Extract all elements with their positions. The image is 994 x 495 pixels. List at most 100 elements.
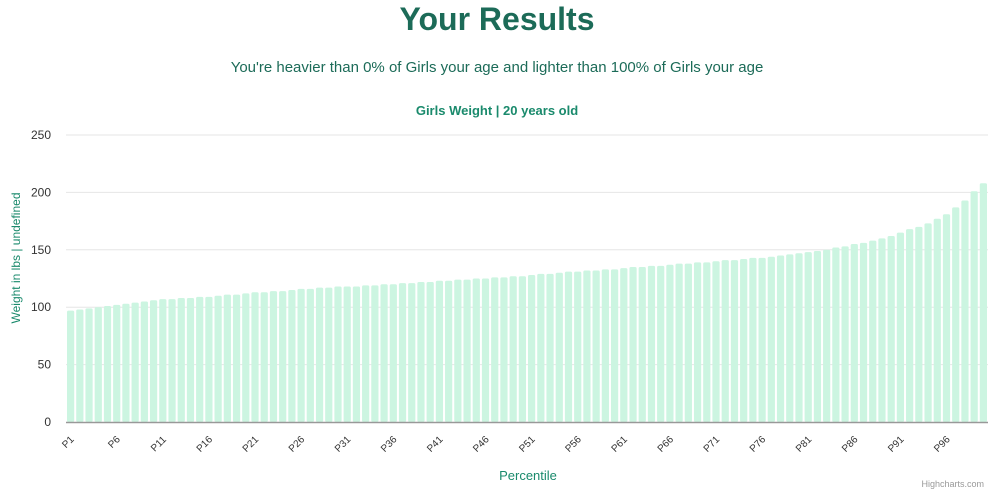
bar-p72[interactable]: [721, 260, 729, 422]
bar-p94[interactable]: [924, 223, 932, 422]
bar-p81[interactable]: [804, 252, 812, 422]
bar-p20[interactable]: [242, 293, 250, 422]
bar-p23[interactable]: [269, 291, 278, 422]
bar-p60[interactable]: [610, 269, 619, 422]
bar-p73[interactable]: [730, 260, 739, 422]
bar-p3[interactable]: [85, 308, 93, 422]
bar-p7[interactable]: [122, 303, 130, 422]
bar-p91[interactable]: [896, 232, 905, 422]
bar-p24[interactable]: [279, 291, 287, 422]
bar-p12[interactable]: [168, 299, 176, 422]
bar-p27[interactable]: [306, 288, 314, 422]
bar-p83[interactable]: [823, 249, 831, 422]
bar-p5[interactable]: [103, 306, 112, 422]
bar-p50[interactable]: [518, 276, 526, 422]
bar-p38[interactable]: [408, 283, 416, 422]
bar-p36[interactable]: [389, 284, 397, 422]
bar-p17[interactable]: [214, 295, 222, 422]
bar-p89[interactable]: [878, 238, 886, 422]
bar-p42[interactable]: [445, 280, 453, 422]
bar-p66[interactable]: [666, 264, 674, 422]
bar-p75[interactable]: [749, 257, 757, 422]
bar-p84[interactable]: [832, 247, 840, 423]
bar-p86[interactable]: [850, 244, 858, 422]
bar-p69[interactable]: [693, 262, 702, 422]
bar-p56[interactable]: [574, 271, 582, 422]
bar-p19[interactable]: [232, 294, 241, 422]
bar-p51[interactable]: [528, 275, 536, 422]
bar-p59[interactable]: [601, 269, 609, 422]
bar-p39[interactable]: [417, 281, 425, 422]
bar-p49[interactable]: [509, 276, 517, 422]
bar-p45[interactable]: [472, 278, 480, 423]
bar-p65[interactable]: [657, 265, 665, 422]
bar-p74[interactable]: [740, 258, 748, 422]
bar-p14[interactable]: [186, 298, 195, 422]
bar-p28[interactable]: [315, 287, 324, 422]
bar-p79[interactable]: [786, 254, 794, 422]
bar-p9[interactable]: [140, 301, 148, 422]
bar-p88[interactable]: [869, 240, 877, 422]
bar-p70[interactable]: [703, 262, 711, 422]
bar-p1[interactable]: [67, 310, 75, 422]
bar-p34[interactable]: [371, 285, 379, 422]
bar-p2[interactable]: [76, 309, 84, 423]
bar-p64[interactable]: [647, 265, 656, 422]
bar-p37[interactable]: [398, 283, 407, 422]
bar-p54[interactable]: [555, 272, 563, 422]
bar-p62[interactable]: [629, 267, 637, 422]
bar-p26[interactable]: [297, 288, 305, 422]
bar-p80[interactable]: [795, 253, 803, 422]
bar-p55[interactable]: [564, 271, 573, 422]
bar-p35[interactable]: [380, 284, 388, 422]
bar-p82[interactable]: [813, 250, 822, 422]
bar-p76[interactable]: [758, 257, 766, 422]
bar-p87[interactable]: [859, 242, 868, 422]
bar-p53[interactable]: [546, 273, 554, 422]
bar-p58[interactable]: [592, 270, 600, 422]
bar-p41[interactable]: [435, 280, 444, 422]
bar-p16[interactable]: [205, 296, 213, 422]
bar-p93[interactable]: [915, 226, 923, 422]
bar-p61[interactable]: [620, 268, 628, 422]
bar-p48[interactable]: [500, 277, 508, 422]
bar-p43[interactable]: [454, 279, 462, 422]
bar-p98[interactable]: [961, 200, 969, 422]
bar-p6[interactable]: [113, 304, 121, 422]
bar-p52[interactable]: [537, 273, 545, 422]
bar-p4[interactable]: [94, 307, 102, 422]
bar-p18[interactable]: [223, 294, 231, 422]
bar-p63[interactable]: [638, 267, 646, 422]
bar-p11[interactable]: [159, 299, 167, 422]
bar-p77[interactable]: [767, 256, 775, 422]
bar-p31[interactable]: [343, 286, 351, 422]
bar-p32[interactable]: [352, 286, 361, 422]
bar-p21[interactable]: [251, 292, 259, 422]
bar-p8[interactable]: [131, 302, 139, 422]
bar-p100[interactable]: [979, 183, 987, 422]
bar-p96[interactable]: [942, 214, 951, 422]
bar-p68[interactable]: [684, 263, 692, 422]
bar-p13[interactable]: [177, 298, 185, 422]
bar-p97[interactable]: [952, 207, 960, 422]
bar-p90[interactable]: [887, 236, 895, 422]
bar-p85[interactable]: [841, 246, 849, 422]
bar-p15[interactable]: [196, 296, 204, 422]
bar-p40[interactable]: [426, 281, 434, 422]
bar-series[interactable]: [67, 183, 987, 422]
bar-p47[interactable]: [491, 277, 499, 422]
bar-p46[interactable]: [481, 278, 490, 423]
bar-p10[interactable]: [149, 300, 158, 422]
bar-p33[interactable]: [362, 285, 370, 422]
bar-p22[interactable]: [260, 292, 268, 422]
bar-p95[interactable]: [933, 218, 941, 422]
bar-p67[interactable]: [675, 263, 683, 422]
bar-p99[interactable]: [970, 191, 978, 422]
bar-p29[interactable]: [325, 287, 333, 422]
bar-p78[interactable]: [776, 255, 785, 422]
bar-p30[interactable]: [334, 286, 342, 422]
bar-p57[interactable]: [583, 270, 591, 422]
bar-p92[interactable]: [906, 229, 914, 422]
bar-p44[interactable]: [463, 279, 471, 422]
bar-p25[interactable]: [288, 289, 296, 422]
